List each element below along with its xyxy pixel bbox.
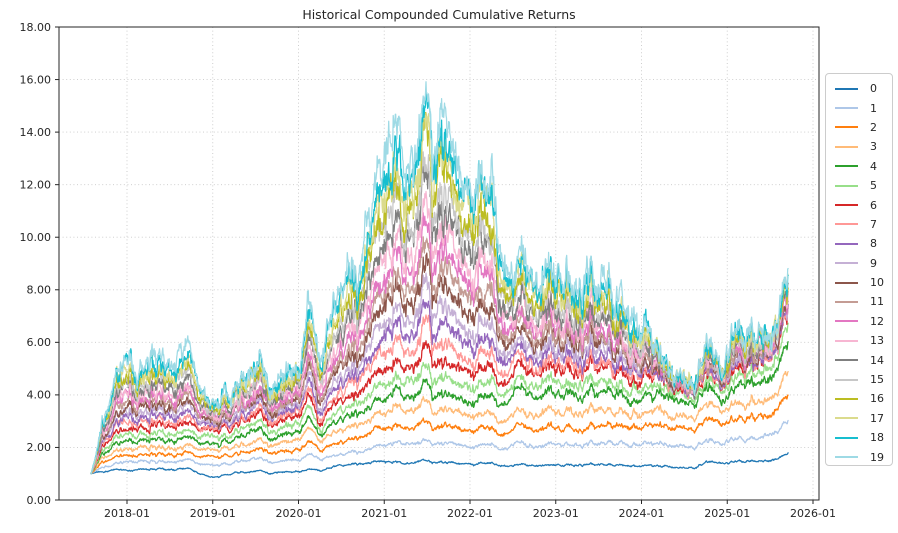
y-axis-tick-label: 18.00 xyxy=(20,21,52,34)
legend: 0 1 2 3 4 5 6 7 8 9 10 11 12 13 14 15 16 17 18 19 xyxy=(825,73,893,466)
legend-item-5: 5 xyxy=(835,176,892,195)
legend-swatch-1 xyxy=(835,107,858,110)
legend-label: 13 xyxy=(870,334,884,348)
legend-item-3: 3 xyxy=(835,137,892,156)
tick-marks xyxy=(55,26,814,504)
legend-item-11: 11 xyxy=(835,292,892,311)
x-axis-tick-label: 2025-01 xyxy=(704,507,750,520)
y-axis-tick-label: 2.00 xyxy=(27,441,52,454)
legend-swatch-3 xyxy=(835,145,858,148)
legend-item-18: 18 xyxy=(835,428,892,447)
legend-swatch-16 xyxy=(835,397,858,400)
tick-labels: 0.00 2.00 4.00 6.00 8.00 10.00 12.00 14.00 16.00… xyxy=(20,21,836,520)
x-axis-tick-label: 2020-01 xyxy=(276,507,322,520)
legend-swatch-7 xyxy=(835,223,858,226)
legend-item-6: 6 xyxy=(835,195,892,214)
series-line-5 xyxy=(90,322,789,475)
x-axis-tick-label: 2026-01 xyxy=(790,507,836,520)
legend-item-17: 17 xyxy=(835,409,892,428)
legend-item-9: 9 xyxy=(835,254,892,273)
legend-swatch-2 xyxy=(835,126,858,129)
x-axis-tick-label: 2024-01 xyxy=(619,507,665,520)
chart-title: Historical Compounded Cumulative Returns xyxy=(302,7,576,22)
legend-swatch-6 xyxy=(835,204,858,207)
legend-label: 11 xyxy=(870,295,884,309)
legend-swatch-9 xyxy=(835,262,858,265)
plot-border xyxy=(58,26,820,501)
legend-swatch-15 xyxy=(835,378,858,381)
legend-swatch-0 xyxy=(835,87,858,90)
legend-item-1: 1 xyxy=(835,98,892,117)
series-line-3 xyxy=(90,370,789,475)
series-line-2 xyxy=(90,394,789,475)
legend-item-4: 4 xyxy=(835,157,892,176)
y-axis-tick-label: 14.00 xyxy=(20,126,52,139)
legend-item-12: 12 xyxy=(835,312,892,331)
legend-label: 8 xyxy=(870,237,877,251)
legend-item-0: 0 xyxy=(835,79,892,98)
legend-swatch-13 xyxy=(835,339,858,342)
legend-label: 6 xyxy=(870,198,877,212)
legend-item-13: 13 xyxy=(835,331,892,350)
series-line-10 xyxy=(90,252,789,475)
legend-item-16: 16 xyxy=(835,389,892,408)
legend-swatch-10 xyxy=(835,281,858,284)
legend-swatch-8 xyxy=(835,242,858,245)
legend-label: 19 xyxy=(870,450,884,464)
legend-label: 15 xyxy=(870,373,884,387)
legend-label: 7 xyxy=(870,217,877,231)
legend-item-2: 2 xyxy=(835,118,892,137)
legend-label: 18 xyxy=(870,431,884,445)
legend-swatch-5 xyxy=(835,184,858,187)
x-axis-tick-label: 2019-01 xyxy=(190,507,236,520)
legend-label: 14 xyxy=(870,353,884,367)
legend-swatch-19 xyxy=(835,456,858,459)
legend-label: 0 xyxy=(870,82,877,96)
series-lines xyxy=(90,81,789,479)
x-axis-tick-label: 2022-01 xyxy=(447,507,493,520)
legend-swatch-12 xyxy=(835,320,858,323)
y-axis-tick-label: 12.00 xyxy=(20,178,52,191)
legend-label: 5 xyxy=(870,179,877,193)
x-axis-tick-label: 2021-01 xyxy=(361,507,407,520)
series-line-0 xyxy=(90,452,789,479)
legend-label: 2 xyxy=(870,120,877,134)
legend-item-8: 8 xyxy=(835,234,892,253)
legend-label: 12 xyxy=(870,314,884,328)
legend-item-19: 19 xyxy=(835,447,892,466)
legend-label: 16 xyxy=(870,392,884,406)
legend-item-10: 10 xyxy=(835,273,892,292)
y-axis-tick-label: 16.00 xyxy=(20,73,52,86)
y-axis-tick-label: 0.00 xyxy=(27,494,52,507)
legend-item-7: 7 xyxy=(835,215,892,234)
y-axis-tick-label: 8.00 xyxy=(27,284,52,297)
x-axis-tick-label: 2018-01 xyxy=(104,507,150,520)
legend-label: 1 xyxy=(870,101,877,115)
legend-item-15: 15 xyxy=(835,370,892,389)
legend-swatch-14 xyxy=(835,359,858,362)
series-line-1 xyxy=(90,419,789,475)
legend-item-14: 14 xyxy=(835,350,892,369)
legend-swatch-11 xyxy=(835,300,858,303)
legend-label: 9 xyxy=(870,256,877,270)
y-axis-tick-label: 10.00 xyxy=(20,231,52,244)
series-line-19 xyxy=(90,81,789,475)
legend-label: 17 xyxy=(870,411,884,425)
legend-swatch-17 xyxy=(835,417,858,420)
legend-label: 4 xyxy=(870,159,877,173)
legend-swatch-18 xyxy=(835,436,858,439)
legend-swatch-4 xyxy=(835,165,858,168)
y-axis-tick-label: 6.00 xyxy=(27,336,52,349)
y-axis-tick-label: 4.00 xyxy=(27,389,52,402)
x-axis-tick-label: 2023-01 xyxy=(533,507,579,520)
legend-label: 3 xyxy=(870,140,877,154)
series-line-4 xyxy=(90,341,789,475)
legend-label: 10 xyxy=(870,276,884,290)
